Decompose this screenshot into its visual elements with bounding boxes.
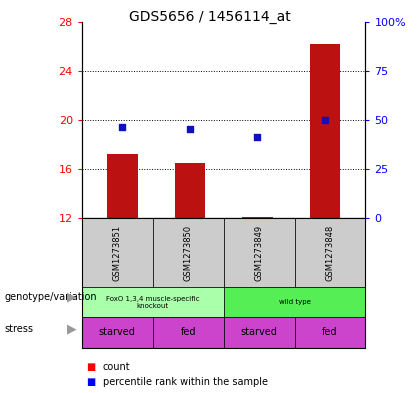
Text: percentile rank within the sample: percentile rank within the sample xyxy=(103,377,268,387)
Text: GSM1273851: GSM1273851 xyxy=(113,224,122,281)
Point xyxy=(186,125,193,132)
Text: starved: starved xyxy=(99,327,136,338)
Text: ■: ■ xyxy=(86,377,95,387)
Text: GSM1273848: GSM1273848 xyxy=(326,224,334,281)
Text: ▶: ▶ xyxy=(67,291,76,304)
Point xyxy=(119,123,126,130)
Text: wild type: wild type xyxy=(278,299,310,305)
Text: FoxO 1,3,4 muscle-specific
knockout: FoxO 1,3,4 muscle-specific knockout xyxy=(106,296,200,309)
Text: fed: fed xyxy=(322,327,338,338)
Text: ▶: ▶ xyxy=(67,323,76,336)
Text: GSM1273850: GSM1273850 xyxy=(184,224,193,281)
Point xyxy=(254,133,261,140)
Text: GDS5656 / 1456114_at: GDS5656 / 1456114_at xyxy=(129,10,291,24)
Point xyxy=(322,117,328,123)
Bar xyxy=(175,163,205,218)
Text: genotype/variation: genotype/variation xyxy=(4,292,97,302)
Text: stress: stress xyxy=(4,324,33,334)
Text: starved: starved xyxy=(241,327,278,338)
Bar xyxy=(310,44,340,218)
Bar xyxy=(107,154,138,218)
Text: GSM1273849: GSM1273849 xyxy=(255,224,264,281)
Text: count: count xyxy=(103,362,131,373)
Text: fed: fed xyxy=(181,327,196,338)
Bar xyxy=(242,217,273,218)
Text: ■: ■ xyxy=(86,362,95,373)
